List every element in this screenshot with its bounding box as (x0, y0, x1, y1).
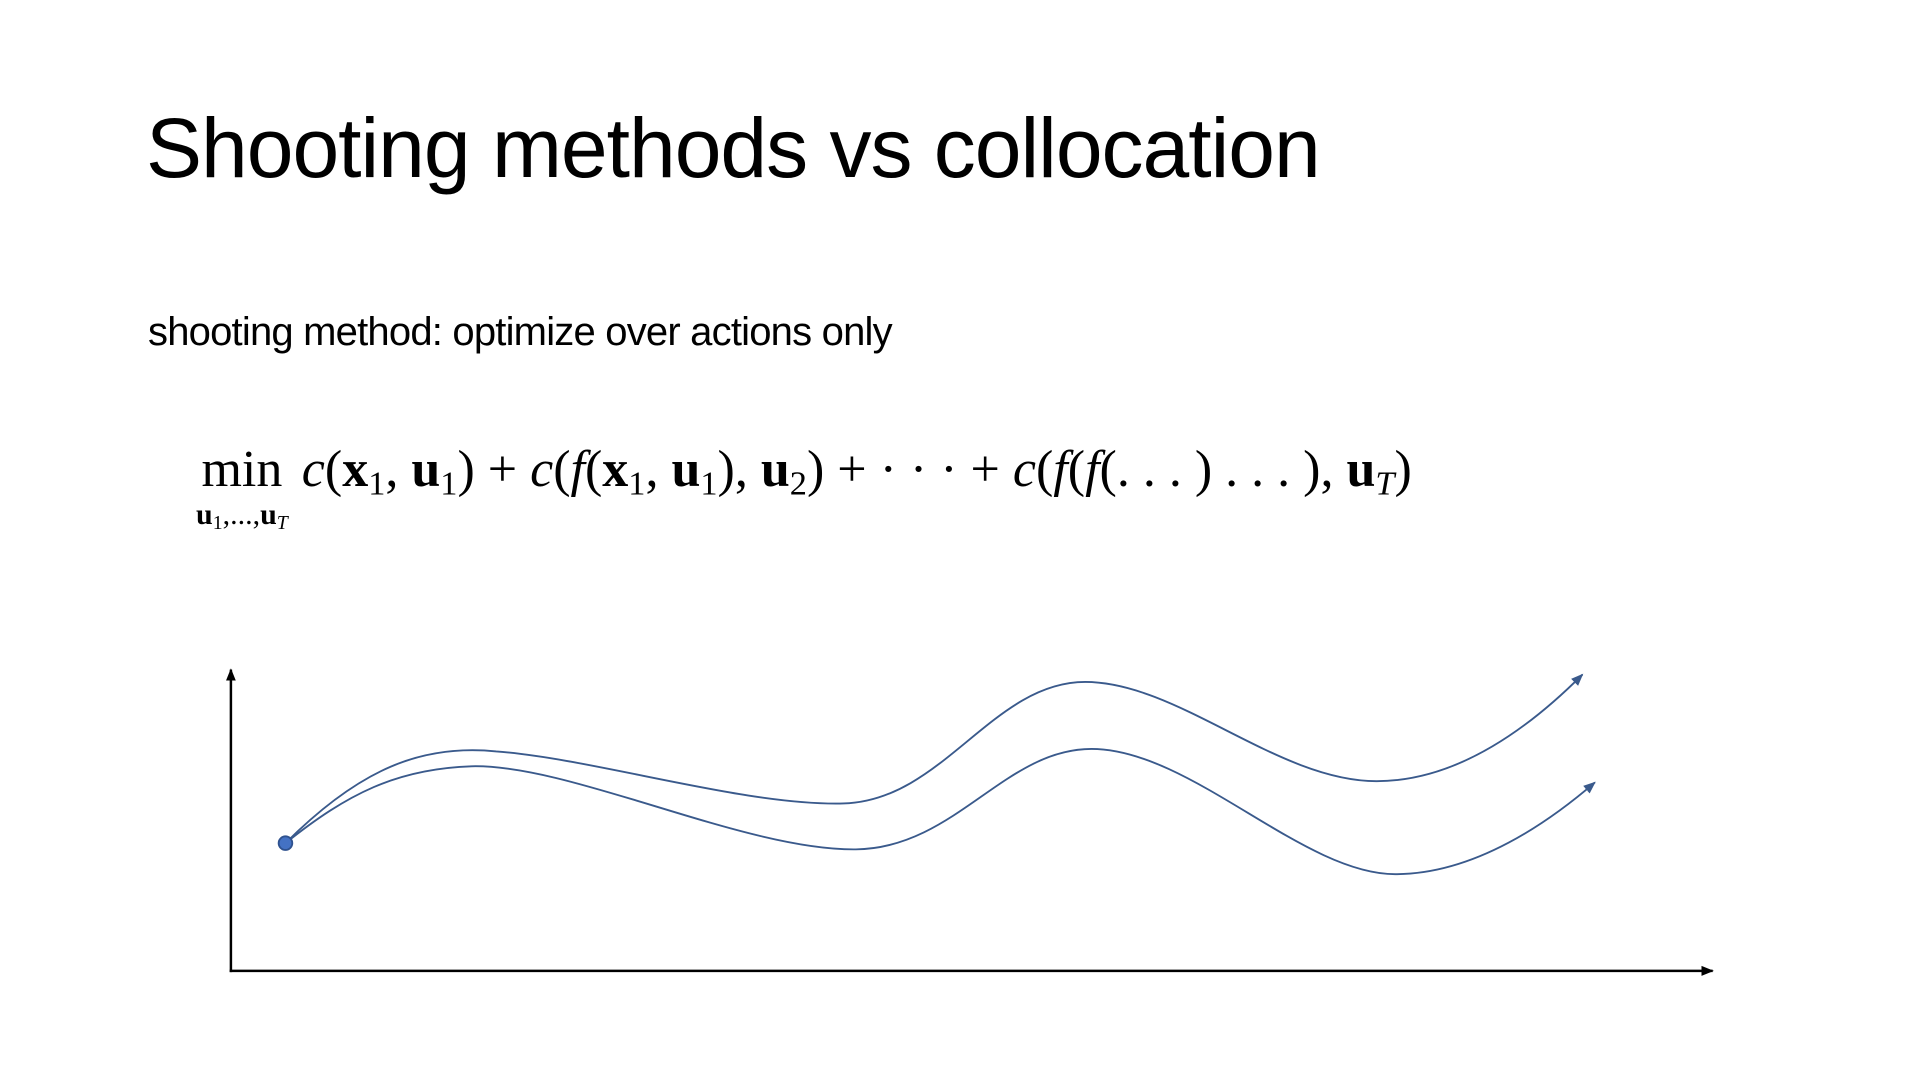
symbol: u (411, 441, 441, 498)
symbol: u (760, 441, 790, 498)
subscript: 1 (440, 464, 458, 503)
symbol: ) + · · · + (806, 441, 1013, 498)
symbol: f (1053, 441, 1068, 498)
symbol: ( (584, 441, 603, 498)
symbol: c (1012, 441, 1036, 498)
subscript: T (276, 511, 288, 534)
symbol: ) (1394, 441, 1412, 498)
symbol: u (260, 498, 277, 531)
trajectory-lower (284, 748, 1596, 876)
expression: c(x1, u1) + c(f(x1, u1), u2) + · · · + c… (301, 440, 1412, 503)
symbol: u (671, 441, 701, 498)
trajectory-upper (284, 673, 1584, 844)
subscript: 1 (700, 464, 718, 503)
symbol: ( (1067, 441, 1086, 498)
symbol: ,..., (222, 498, 261, 531)
subscript: 2 (789, 464, 807, 503)
symbol: , (645, 441, 672, 498)
symbol: u (1346, 441, 1376, 498)
symbol: c (301, 441, 325, 498)
symbol: c (530, 441, 554, 498)
symbol: x (342, 441, 369, 498)
formula: min u1,...,uT c(x1, u1) + c(f(x1, u1), u… (196, 440, 1412, 533)
symbol: ), (717, 441, 761, 498)
symbol: , (385, 441, 412, 498)
subscript: 1 (368, 464, 386, 503)
symbol: u (196, 498, 213, 531)
symbol: ( (324, 441, 343, 498)
subtitle: shooting method: optimize over actions o… (148, 310, 893, 354)
subscript: T (1375, 464, 1395, 503)
subscript: 1 (628, 464, 646, 503)
start-point (277, 835, 294, 851)
symbol: ) + (457, 441, 531, 498)
symbol: ( (553, 441, 571, 498)
min-operator: min (201, 441, 283, 498)
symbol: (. . . ) . . . ), (1099, 441, 1347, 498)
symbol: f (570, 441, 585, 498)
min-subscript: u1,...,uT (196, 498, 288, 533)
slide-title: Shooting methods vs collocation (146, 101, 1321, 195)
min-block: min u1,...,uT (196, 440, 288, 533)
symbol: f (1085, 441, 1100, 498)
subscript: 1 (212, 511, 223, 534)
symbol: ( (1035, 441, 1054, 498)
symbol: x (602, 441, 629, 498)
